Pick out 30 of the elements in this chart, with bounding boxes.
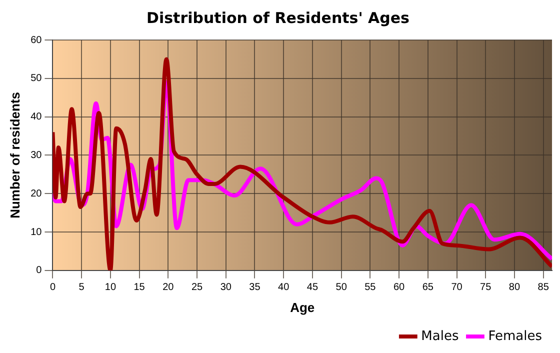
- y-axis-title: Number of residents: [7, 92, 22, 218]
- x-tick-label: 20: [162, 282, 174, 294]
- y-tick-label: 20: [30, 188, 42, 200]
- x-tick-label: 50: [336, 282, 348, 294]
- x-tick-label: 25: [191, 282, 204, 294]
- x-tick-label: 85: [538, 282, 550, 294]
- x-tick-label: 0: [50, 282, 56, 294]
- x-tick-label: 65: [422, 282, 434, 294]
- y-tick-label: 30: [30, 150, 42, 161]
- x-tick-label: 35: [249, 282, 261, 294]
- y-tick-label: 40: [30, 112, 42, 123]
- x-tick-label: 70: [451, 282, 463, 294]
- y-tick-label: 60: [30, 34, 42, 46]
- x-tick-label: 30: [220, 282, 232, 294]
- y-tick-label: 10: [30, 226, 42, 238]
- y-tick-label: 50: [30, 73, 42, 84]
- x-tick-label: 60: [393, 282, 406, 294]
- x-tick-label: 40: [278, 282, 290, 294]
- x-tick-label: 10: [104, 282, 116, 294]
- x-tick-label: 5: [78, 282, 85, 294]
- legend-label: Females: [488, 328, 542, 344]
- y-tick-label: 0: [36, 265, 42, 276]
- chart-title: Distribution of Residents' Ages: [146, 8, 410, 27]
- x-tick-label: 45: [306, 282, 318, 294]
- x-tick-label: 80: [508, 282, 520, 294]
- x-tick-label: 15: [134, 282, 146, 294]
- x-tick-label: 75: [480, 282, 492, 294]
- legend-label: Males: [421, 328, 459, 344]
- x-tick-label: 55: [364, 282, 376, 294]
- x-axis-title: Age: [290, 300, 315, 315]
